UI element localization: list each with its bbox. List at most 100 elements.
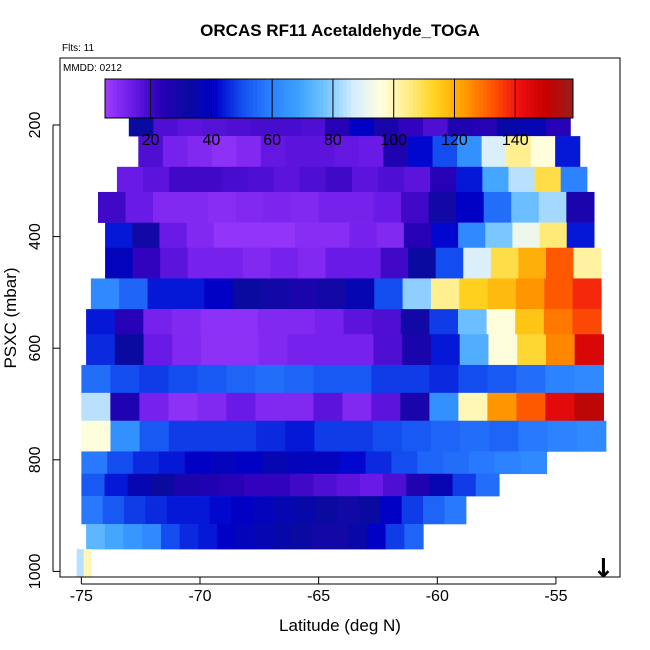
heatmap-cell-8-12: [430, 334, 461, 366]
heatmap-cell-10-4: [197, 392, 227, 422]
heatmap-cell-9-13: [458, 364, 488, 394]
heatmap-cell-10-6: [255, 392, 285, 422]
heatmap-cell-8-7: [287, 334, 317, 366]
heatmap-cell-1-4: [236, 136, 262, 168]
colorbar-segment: [456, 79, 461, 118]
heatmap-cell-5-3: [187, 247, 216, 279]
colorbar: 20 40 60 80 100 120 140: [104, 78, 574, 149]
heatmap-cell-13-3: [150, 473, 175, 497]
heatmap-cell-1-5: [260, 136, 287, 168]
heatmap-cell-4-4: [213, 222, 242, 249]
heatmap-cell-4-3: [186, 222, 215, 249]
colorbar-segment: [534, 79, 539, 118]
colorbar-segment: [475, 79, 480, 118]
heatmap-cell-4-6: [268, 222, 296, 249]
heatmap-cell-6-8: [317, 278, 347, 310]
x-axis-label: Latitude (deg N): [279, 616, 401, 635]
heatmap-cell-15-6: [198, 523, 218, 550]
colorbar-segment: [284, 79, 289, 118]
heatmap-cell-12-1: [107, 451, 134, 475]
heatmap-cell-13-4: [174, 473, 198, 497]
colorbar-segment: [537, 79, 543, 118]
colorbar-segment: [272, 79, 278, 118]
colorbar-segment: [381, 79, 387, 118]
heatmap-cell-9-2: [139, 364, 169, 394]
heatmap-cell-7-16: [543, 309, 574, 335]
heatmap-cell-6-9: [345, 278, 375, 310]
heatmap-cell-13-2: [127, 473, 152, 497]
heatmap-cell-3-13: [456, 191, 485, 223]
heatmap-cell-2-17: [560, 166, 588, 193]
colorbar-segment: [432, 79, 437, 118]
heatmap-cell-13-1: [104, 473, 129, 497]
colorbar-tick-label: 40: [202, 132, 220, 149]
heatmap-cell-11-0: [81, 420, 112, 452]
colorbar-segment: [417, 79, 422, 118]
heatmap-cell-7-10: [372, 309, 402, 335]
heatmap-cell-13-17: [475, 473, 500, 497]
heatmap-cell-6-1: [119, 278, 149, 310]
heatmap-cell-6-10: [374, 278, 404, 310]
colorbar-segment: [249, 79, 254, 118]
heatmap-cell-1-11: [408, 136, 434, 168]
heatmap-cell-6-15: [515, 278, 545, 310]
heatmap-cell-8-11: [402, 334, 432, 366]
heatmap-cell-14-16: [423, 496, 446, 525]
colorbar-segment: [549, 79, 554, 118]
heatmap-cell-15-14: [348, 523, 368, 550]
colorbar-segment: [459, 79, 465, 118]
heatmap-cell-2-0: [116, 166, 144, 193]
colorbar-segment: [140, 79, 145, 118]
colorbar-segment: [374, 79, 379, 118]
heatmap-cell-11-10: [372, 420, 403, 452]
colorbar-segment: [498, 79, 504, 118]
heatmap-cell-4-9: [349, 222, 378, 249]
heatmap-cell-3-0: [97, 191, 127, 223]
heatmap-cell-1-16: [530, 136, 556, 168]
heatmap-cell-5-5: [242, 247, 271, 279]
colorbar-segment: [183, 79, 188, 118]
colorbar-segment: [214, 79, 219, 118]
y-tick-label: 200: [27, 112, 44, 139]
heatmap-cell-7-11: [400, 309, 430, 335]
heatmap-cell-1-13: [457, 136, 483, 168]
colorbar-segment: [448, 79, 453, 118]
heatmap-cell-4-8: [322, 222, 351, 249]
colorbar-segment: [545, 79, 551, 118]
colorbar-segment: [202, 79, 207, 118]
colorbar-segment: [159, 79, 164, 118]
y-axis: 200 400 600 800 1000: [27, 112, 60, 589]
heatmap-cell-12-7: [262, 451, 289, 475]
colorbar-segment: [565, 79, 570, 118]
heatmap-cell-9-9: [342, 364, 372, 394]
heatmap-cell-5-6: [270, 247, 299, 279]
colorbar-segment: [210, 79, 215, 118]
colorbar-segment: [335, 79, 340, 118]
heatmap-cell-7-4: [200, 309, 230, 335]
colorbar-segment: [362, 79, 367, 118]
heatmap-cell-14-3: [145, 496, 168, 525]
heatmap-cell-12-10: [339, 451, 367, 475]
heatmap-cell-1-2: [187, 136, 213, 168]
heatmap-cell-10-15: [516, 392, 546, 422]
colorbar-segment: [385, 79, 391, 118]
heatmap-cell-10-13: [458, 392, 488, 422]
colorbar-segment: [303, 79, 309, 118]
heatmap-cell-8-9: [344, 334, 375, 366]
heatmap-cell-1-14: [481, 136, 507, 168]
heatmap-cell-4-10: [376, 222, 405, 249]
y-axis-label: PSXC (mbar): [1, 267, 20, 368]
heatmap-cell-12-14: [443, 451, 470, 475]
x-tick-label: -60: [426, 588, 449, 605]
heatmap-cell-2-12: [430, 166, 457, 193]
heatmap-cell-3-3: [180, 191, 209, 223]
colorbar-segment: [315, 79, 320, 118]
colorbar-segment: [378, 79, 383, 118]
heatmap-cell-10-9: [342, 392, 372, 422]
heatmap-cell-15-12: [310, 523, 331, 550]
heatmap-cell-7-7: [286, 309, 316, 335]
heatmap-cell-12-11: [365, 451, 393, 475]
colorbar-segment: [370, 79, 375, 118]
heatmap-cell-1-6: [285, 136, 311, 168]
heatmap-cell-15-15: [366, 523, 387, 550]
